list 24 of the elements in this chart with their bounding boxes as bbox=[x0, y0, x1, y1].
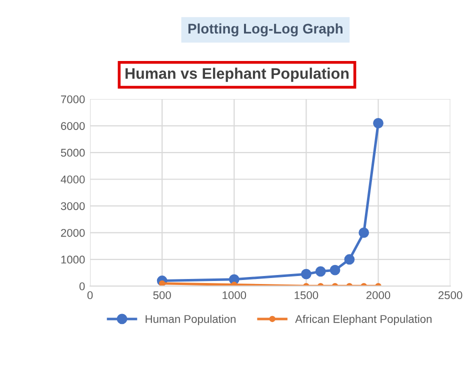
point bbox=[373, 118, 384, 128]
x-tick-label: 500 bbox=[153, 291, 171, 300]
legend-label: Human Population bbox=[146, 314, 236, 326]
legend-label: African Elephant Population bbox=[295, 314, 432, 326]
point bbox=[344, 254, 355, 265]
x-tick-label: 1500 bbox=[294, 291, 318, 300]
point bbox=[300, 268, 312, 280]
y-tick-label: 0 bbox=[79, 282, 85, 290]
x-tick-label: 2500 bbox=[438, 291, 462, 300]
y-tick-label: 3000 bbox=[60, 202, 85, 210]
x-tick-label: 2000 bbox=[366, 291, 390, 300]
point bbox=[330, 264, 340, 276]
y-tick-label: 4000 bbox=[60, 176, 85, 184]
x-tick-label: 1000 bbox=[222, 291, 246, 300]
y-tick-label: 2000 bbox=[61, 228, 85, 237]
chart-title: Human vs Elephant Population bbox=[126, 68, 349, 82]
x-tick-label: 0 bbox=[87, 291, 93, 300]
y-tick-label: 6000 bbox=[61, 122, 85, 130]
y-tick-label: 7000 bbox=[61, 95, 85, 104]
point bbox=[358, 227, 370, 238]
y-tick-label: 1000 bbox=[61, 256, 85, 264]
y-tick-label: 5000 bbox=[60, 148, 85, 157]
text: Plotting Log-Log Graph bbox=[188, 23, 342, 36]
point bbox=[315, 266, 326, 277]
